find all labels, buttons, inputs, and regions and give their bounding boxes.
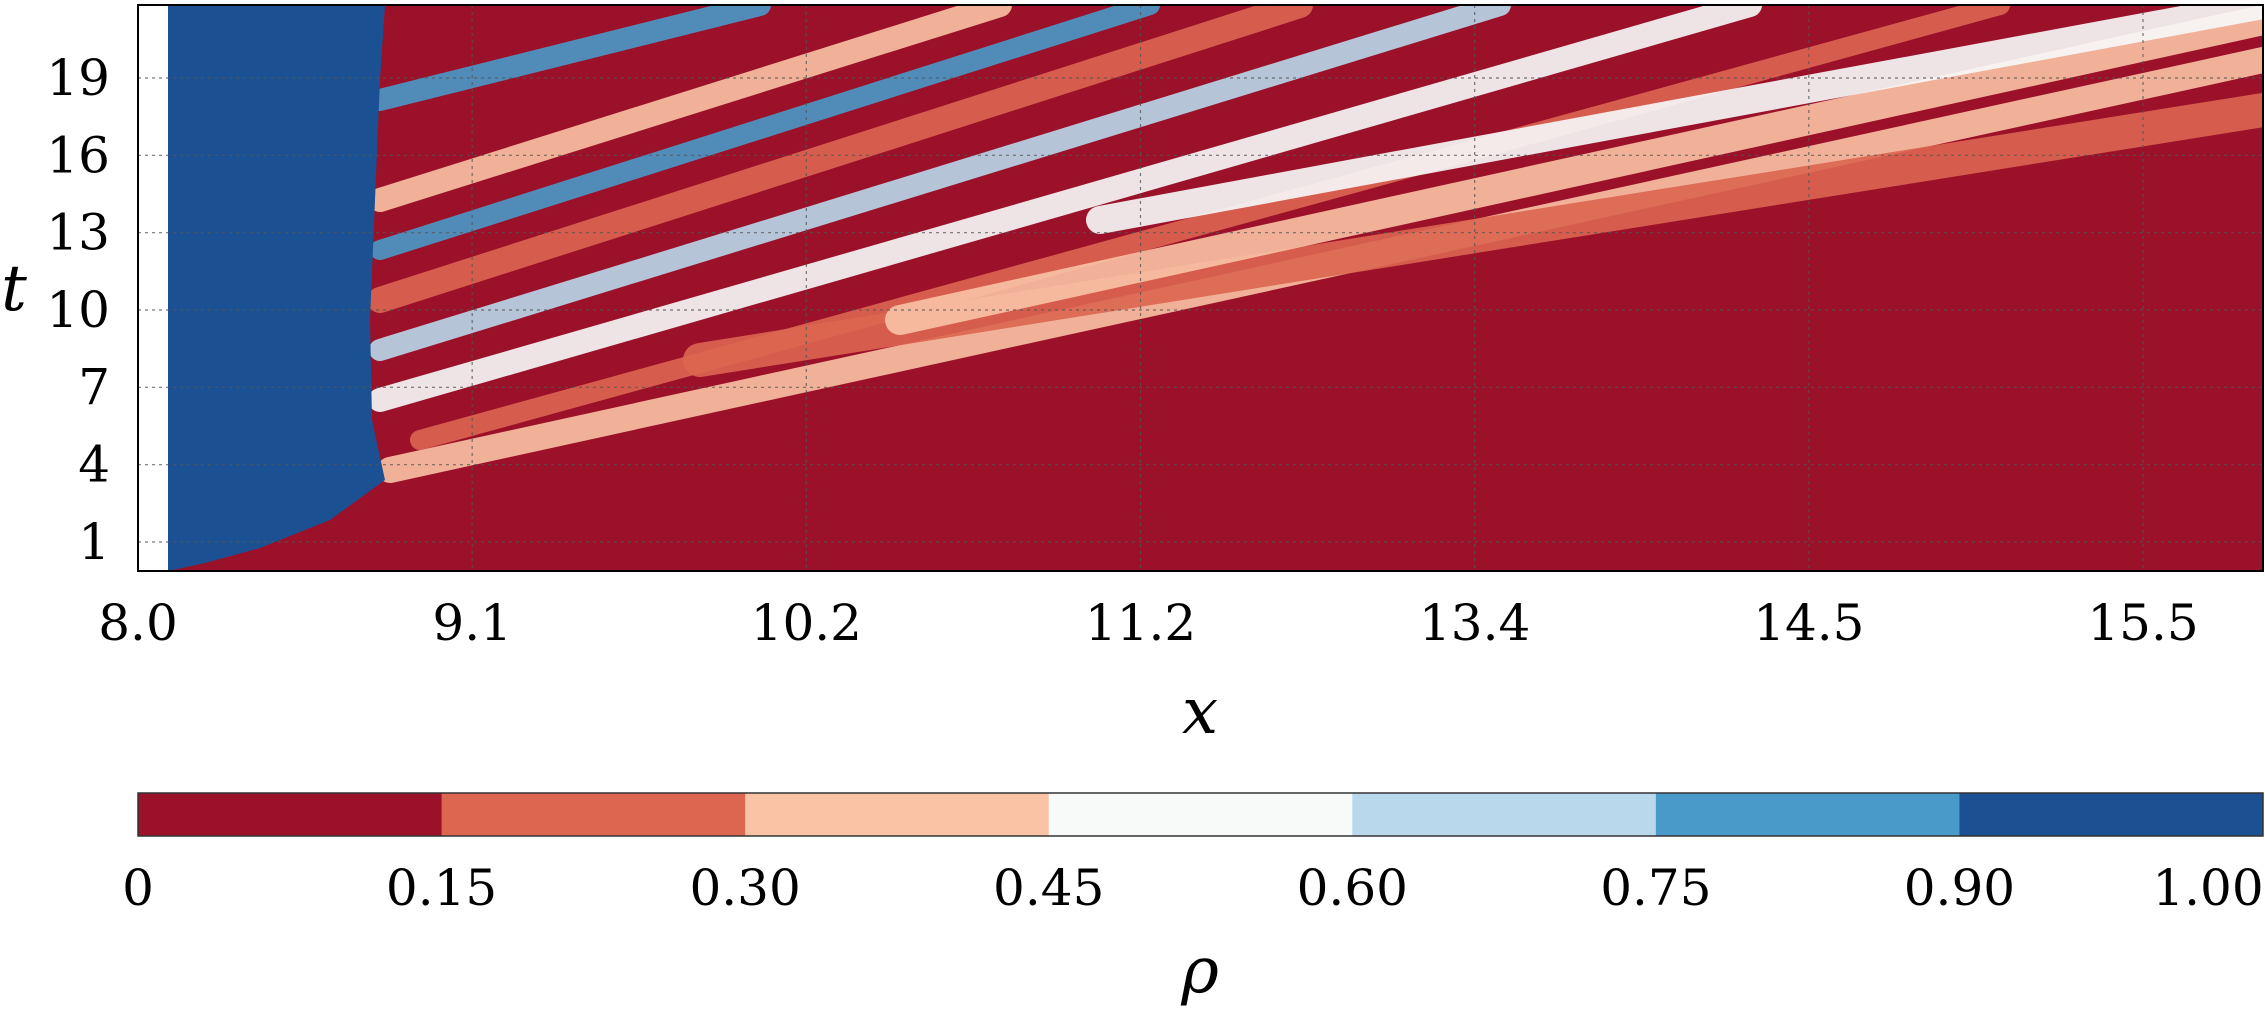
colorbar-band: [1655, 793, 1960, 836]
y-tick-label: 16: [46, 126, 110, 184]
x-tick-label: 15.5: [2087, 594, 2198, 652]
colorbar-band: [138, 793, 443, 836]
colorbar-band: [1959, 793, 2264, 836]
x-tick-label: 14.5: [1753, 594, 1864, 652]
y-tick-labels: 1 4 7 10 13 16 19: [46, 49, 110, 571]
x-tick-labels: 8.0 9.1 10.2 11.2 13.4 14.5 15.5: [98, 594, 2198, 652]
colorbar-tick-label: 0.30: [689, 859, 800, 917]
colorbar-band: [441, 793, 746, 836]
colorbar-label: ρ: [1180, 934, 1219, 1008]
colorbar-tick-label: 0.90: [1904, 859, 2015, 917]
density-front-11: [885, 5, 2263, 335]
density-front-3: [368, 5, 1762, 412]
colorbar-tick-labels: 0 0.15 0.30 0.45 0.60 0.75 0.90 1.00: [122, 859, 2264, 917]
x-tick-label: 8.0: [98, 594, 178, 652]
density-front-7: [368, 5, 1012, 212]
colorbar-band: [1048, 793, 1353, 836]
colorbar-tick-label: 0.60: [1297, 859, 1408, 917]
density-front-12: [1086, 5, 2263, 234]
density-heatmap: [138, 5, 2263, 571]
colorbar-tick-label: 0.45: [993, 859, 1104, 917]
colorbar-band: [1352, 793, 1657, 836]
jammed-region: [168, 5, 385, 571]
x-tick-label: 10.2: [751, 594, 862, 652]
colorbar: [137, 792, 2264, 837]
left-white-strip: [138, 5, 168, 571]
colorbar-band: [745, 793, 1050, 836]
colorbar-tick-label: 0.75: [1600, 859, 1711, 917]
x-tick-label: 11.2: [1085, 594, 1196, 652]
x-tick-label: 9.1: [432, 594, 512, 652]
y-tick-label: 7: [78, 358, 110, 416]
density-front-4: [369, 5, 1511, 361]
x-tick-label: 13.4: [1419, 594, 1530, 652]
colorbar-tick-label: 1.00: [2152, 859, 2263, 917]
density-front-6: [370, 5, 1160, 260]
y-tick-label: 4: [78, 436, 110, 494]
colorbar-tick-label: 0: [122, 859, 154, 917]
colorbar-frame: [137, 792, 2264, 837]
y-tick-label: 10: [46, 281, 110, 339]
y-tick-label: 1: [78, 513, 110, 571]
density-front-9: [369, 5, 771, 111]
x-axis-label: x: [1182, 675, 1218, 749]
density-front-5: [367, 5, 1313, 313]
plot-frame: [137, 4, 2264, 572]
y-tick-label: 13: [46, 204, 110, 262]
colorbar-tick-label: 0.15: [386, 859, 497, 917]
y-tick-label: 19: [46, 49, 110, 107]
grid-lines: [138, 5, 2263, 571]
density-fronts: [367, 5, 2263, 483]
y-axis-label: t: [1, 252, 27, 326]
